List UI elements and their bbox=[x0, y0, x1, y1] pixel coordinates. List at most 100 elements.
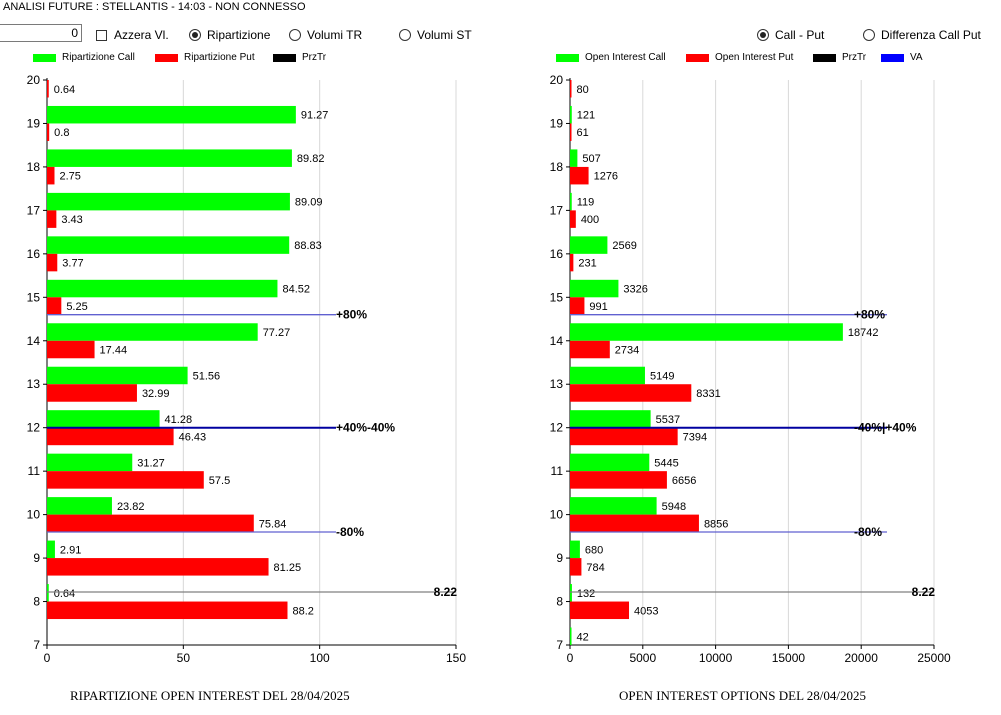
y-tick-label: 8 bbox=[33, 595, 40, 609]
put-bar bbox=[570, 210, 576, 228]
put-bar bbox=[47, 427, 174, 446]
radio-volumi-st-label: Volumi ST bbox=[417, 28, 472, 42]
y-tick-label: 15 bbox=[550, 290, 564, 304]
y-tick-label: 9 bbox=[556, 551, 563, 565]
radio-call-put-label: Call - Put bbox=[775, 28, 825, 42]
call-bar-label: 5445 bbox=[654, 457, 678, 469]
call-bar-label: 2.91 bbox=[60, 544, 81, 556]
radio-ripartizione[interactable]: Ripartizione bbox=[189, 28, 270, 42]
radio-selected-icon[interactable] bbox=[757, 29, 769, 41]
radio-empty-icon[interactable] bbox=[289, 29, 301, 41]
call-bar-label: 88.83 bbox=[294, 240, 322, 252]
call-bar-label: 0.64 bbox=[54, 588, 75, 600]
y-tick-label: 20 bbox=[27, 73, 41, 87]
y-tick-label: 11 bbox=[551, 464, 564, 478]
put-bar-label: 2734 bbox=[615, 345, 639, 357]
radio-selected-icon[interactable] bbox=[189, 29, 201, 41]
legend-item-va: VA bbox=[881, 52, 923, 63]
put-bar bbox=[570, 601, 630, 620]
radio-empty-icon[interactable] bbox=[399, 29, 411, 41]
radio-ripartizione-label: Ripartizione bbox=[207, 28, 271, 42]
y-tick-label: 12 bbox=[27, 421, 41, 435]
call-bar-label: 121 bbox=[577, 110, 595, 122]
y-tick-label: 14 bbox=[550, 334, 564, 348]
x-tick-label: 100 bbox=[310, 651, 330, 665]
x-tick-label: 0 bbox=[44, 651, 51, 665]
put-bar-label: 991 bbox=[589, 301, 607, 313]
legend-item-call: Ripartizione Call bbox=[33, 52, 135, 63]
put-bar bbox=[47, 601, 288, 620]
radio-call-put[interactable]: Call - Put bbox=[757, 28, 824, 42]
put-bar-label: 5.25 bbox=[66, 301, 87, 313]
put-bar-label: 3.77 bbox=[62, 258, 83, 270]
radio-differenza[interactable]: Differenza Call Put bbox=[863, 28, 981, 42]
put-bar bbox=[570, 558, 582, 576]
radio-volumi-tr[interactable]: Volumi TR bbox=[289, 28, 362, 42]
call-bar-label: 3326 bbox=[623, 284, 647, 296]
put-bar-label: 46.43 bbox=[179, 431, 207, 443]
legend-label: Open Interest Call bbox=[585, 52, 666, 63]
call-bar bbox=[570, 105, 572, 124]
call-bar bbox=[47, 366, 188, 385]
call-bar bbox=[47, 149, 292, 167]
legend-swatch bbox=[556, 53, 579, 62]
va-ref-label: +80% bbox=[336, 308, 367, 322]
put-bar-label: 32.99 bbox=[142, 388, 170, 400]
y-tick-label: 10 bbox=[550, 508, 564, 522]
put-bar bbox=[47, 340, 95, 359]
y-tick-label: 16 bbox=[550, 247, 564, 261]
call-bar-label: 89.82 bbox=[297, 153, 325, 165]
y-tick-label: 17 bbox=[550, 203, 564, 217]
call-bar-label: 119 bbox=[577, 197, 595, 209]
call-bar-label: 5537 bbox=[656, 414, 680, 426]
put-bar-label: 3.43 bbox=[61, 214, 82, 226]
right-chart-caption: OPEN INTEREST OPTIONS DEL 28/04/2025 bbox=[619, 688, 866, 703]
call-bar bbox=[47, 192, 290, 211]
checkbox-icon[interactable] bbox=[96, 29, 107, 41]
y-tick-label: 16 bbox=[27, 247, 41, 261]
call-bar bbox=[570, 279, 619, 298]
y-tick-label: 13 bbox=[27, 377, 41, 391]
y-tick-label: 18 bbox=[27, 160, 41, 174]
x-tick-label: 25000 bbox=[917, 651, 951, 665]
radio-volumi-tr-label: Volumi TR bbox=[307, 28, 363, 42]
price-line-label: 8.22 bbox=[912, 585, 936, 599]
legend-swatch bbox=[813, 53, 836, 62]
put-bar bbox=[47, 471, 204, 489]
call-bar bbox=[570, 192, 572, 211]
value-input[interactable]: 0 bbox=[0, 24, 82, 42]
legend-swatch bbox=[273, 53, 296, 62]
radio-volumi-st[interactable]: Volumi ST bbox=[399, 28, 472, 42]
legend-label: PrzTr bbox=[842, 52, 867, 63]
y-tick-label: 15 bbox=[27, 290, 41, 304]
price-line-label: 8.22 bbox=[434, 585, 458, 599]
call-bar-label: 2569 bbox=[612, 240, 636, 252]
put-bar-label: 8856 bbox=[704, 518, 728, 530]
put-bar bbox=[47, 80, 49, 98]
put-bar-label: 0.8 bbox=[54, 127, 69, 139]
put-bar-label: 2.75 bbox=[59, 171, 80, 183]
call-bar-label: 77.27 bbox=[263, 327, 291, 339]
put-bar bbox=[570, 123, 572, 141]
call-bar bbox=[570, 453, 650, 472]
radio-empty-icon[interactable] bbox=[863, 29, 875, 41]
call-bar bbox=[570, 584, 572, 602]
put-bar-label: 8331 bbox=[696, 388, 720, 400]
call-bar bbox=[47, 584, 49, 602]
put-bar bbox=[570, 514, 699, 533]
x-tick-label: 10000 bbox=[699, 651, 733, 665]
call-bar-label: 91.27 bbox=[301, 110, 329, 122]
azzera-label: Azzera Vl. bbox=[114, 28, 169, 42]
legend-item-oi-call: Open Interest Call bbox=[556, 52, 666, 63]
azzera-checkbox[interactable]: Azzera Vl. bbox=[96, 28, 169, 42]
left-chart-caption: RIPARTIZIONE OPEN INTEREST DEL 28/04/202… bbox=[70, 688, 350, 703]
call-bar bbox=[47, 279, 278, 298]
put-bar bbox=[570, 384, 692, 402]
put-bar bbox=[47, 558, 269, 576]
legend-item-put: Ripartizione Put bbox=[155, 52, 255, 63]
put-bar-label: 61 bbox=[577, 127, 589, 139]
call-bar-label: 5948 bbox=[662, 501, 686, 513]
put-bar-label: 6656 bbox=[672, 475, 696, 487]
call-bar bbox=[47, 323, 258, 341]
legend-item-przTr: PrzTr bbox=[273, 52, 326, 63]
